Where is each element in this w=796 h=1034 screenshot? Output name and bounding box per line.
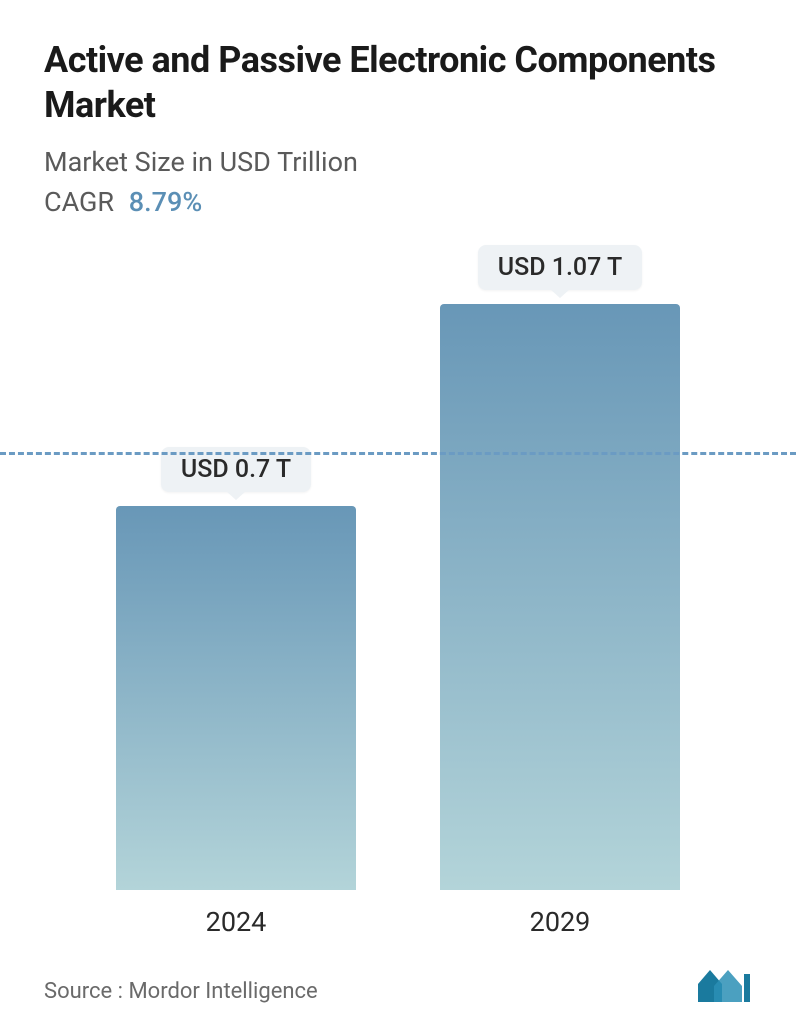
chart-title: Active and Passive Electronic Components…: [44, 38, 752, 128]
source-text: Source : Mordor Intelligence: [44, 979, 318, 1004]
logo-icon: [696, 966, 752, 1004]
bar-group-0: USD 0.7 T 2024: [116, 447, 356, 890]
chart-area: USD 0.7 T 2024 USD 1.07 T 2029: [44, 248, 752, 950]
x-label-0: 2024: [206, 906, 267, 938]
cagr-row: CAGR 8.79%: [44, 186, 752, 218]
cagr-value: 8.79%: [129, 186, 202, 218]
bar-group-1: USD 1.07 T 2029: [440, 245, 680, 890]
bars-wrapper: USD 0.7 T 2024 USD 1.07 T 2029: [44, 300, 752, 890]
x-label-1: 2029: [530, 906, 591, 938]
bar-0: [116, 506, 356, 890]
cagr-label: CAGR: [44, 186, 114, 218]
bar-1: [440, 304, 680, 890]
footer: Source : Mordor Intelligence: [44, 950, 752, 1004]
source-label: Source :: [44, 979, 123, 1004]
value-label-1: USD 1.07 T: [478, 245, 642, 290]
chart-container: Active and Passive Electronic Components…: [0, 0, 796, 1034]
source-name: Mordor Intelligence: [128, 979, 317, 1004]
chart-subtitle: Market Size in USD Trillion: [44, 146, 752, 178]
reference-line: [0, 452, 796, 455]
